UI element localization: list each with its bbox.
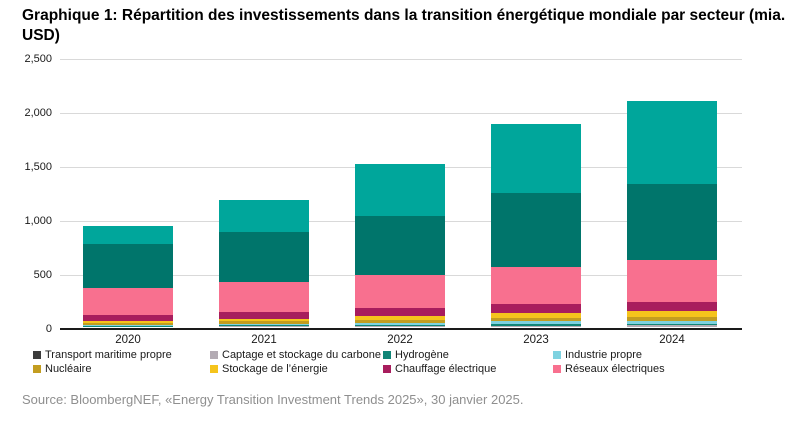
plot-area <box>60 59 742 330</box>
legend-item: Chauffage électrique <box>383 363 496 375</box>
gridline <box>60 113 742 114</box>
bar-segment <box>491 318 581 321</box>
y-tick-label: 2,000 <box>24 107 52 119</box>
bar-segment <box>491 304 581 313</box>
legend-item: Nucléaire <box>33 363 91 375</box>
bar-segment <box>219 321 309 324</box>
legend-swatch-icon <box>383 351 391 359</box>
bar-segment <box>355 323 445 325</box>
legend-label: Transport maritime propre <box>45 349 172 361</box>
y-tick-label: 500 <box>33 269 52 281</box>
bar-segment <box>491 124 581 193</box>
legend-swatch-icon <box>383 365 391 373</box>
bar-segment <box>627 325 717 327</box>
legend-swatch-icon <box>33 351 41 359</box>
bar-segment <box>219 324 309 325</box>
stacked-bar-2020 <box>83 226 173 327</box>
bar-segment <box>83 321 173 323</box>
bar-segment <box>83 325 173 326</box>
x-tick-label: 2021 <box>251 334 277 346</box>
bar-segment <box>219 282 309 312</box>
bar-segment <box>491 193 581 267</box>
bar-segment <box>83 326 173 327</box>
legend-item: Stockage de l’énergie <box>210 363 328 375</box>
bar-segment <box>491 326 581 327</box>
bar-segment <box>219 232 309 282</box>
bar-segment <box>83 244 173 288</box>
x-tick-label: 2022 <box>387 334 413 346</box>
stacked-bar-2023 <box>491 124 581 327</box>
legend-label: Industrie propre <box>565 349 643 361</box>
chart-title: Graphique 1: Répartition des investissem… <box>22 7 786 45</box>
x-tick-label: 2023 <box>523 334 549 346</box>
legend-item: Réseaux électriques <box>553 363 665 375</box>
legend-label: Hydrogène <box>395 349 449 361</box>
bar-segment <box>491 313 581 318</box>
source-note: Source: BloombergNEF, «Energy Transition… <box>22 392 524 407</box>
legend-swatch-icon <box>210 365 218 373</box>
bar-segment <box>627 321 717 324</box>
bar-segment <box>355 316 445 320</box>
bar-segment <box>627 260 717 302</box>
y-tick-label: 1,000 <box>24 215 52 227</box>
legend-label: Réseaux électriques <box>565 363 665 375</box>
bar-segment <box>355 216 445 275</box>
bar-segment <box>355 164 445 216</box>
x-tick-label: 2024 <box>659 334 685 346</box>
bar-segment <box>627 317 717 321</box>
legend-item: Transport maritime propre <box>33 349 172 361</box>
legend-swatch-icon <box>210 351 218 359</box>
y-tick-label: 0 <box>45 323 52 335</box>
bar-segment <box>219 312 309 319</box>
bar-segment <box>355 320 445 323</box>
bar-segment <box>355 325 445 326</box>
bar-segment <box>627 184 717 260</box>
bar-segment <box>219 325 309 326</box>
legend-swatch-icon <box>33 365 41 373</box>
bar-segment <box>491 267 581 304</box>
bar-segment <box>355 308 445 316</box>
bar-segment <box>627 324 717 325</box>
bar-segment <box>83 226 173 244</box>
bar-segment <box>219 200 309 232</box>
x-tick-label: 2020 <box>115 334 141 346</box>
legend-label: Captage et stockage du carbone <box>222 349 382 361</box>
bar-segment <box>627 302 717 311</box>
legend-label: Nucléaire <box>45 363 92 375</box>
bar-segment <box>491 321 581 324</box>
legend-item: Hydrogène <box>383 349 449 361</box>
legend-swatch-icon <box>553 365 561 373</box>
bar-segment <box>627 101 717 184</box>
y-tick-label: 2,500 <box>24 53 52 65</box>
bar-segment <box>219 319 309 321</box>
bar-segment <box>627 311 717 317</box>
legend-label: Chauffage électrique <box>395 363 497 375</box>
bar-segment <box>355 326 445 327</box>
x-axis-line <box>60 328 742 330</box>
gridline <box>60 59 742 60</box>
bar-segment <box>355 275 445 308</box>
bar-segment <box>219 326 309 327</box>
bar-segment <box>83 315 173 321</box>
legend-item: Captage et stockage du carbone <box>210 349 381 361</box>
legend-label: Stockage de l’énergie <box>222 363 328 375</box>
stacked-bar-2024 <box>627 101 717 327</box>
legend-item: Industrie propre <box>553 349 642 361</box>
bar-segment <box>491 324 581 326</box>
y-tick-label: 1,500 <box>24 161 52 173</box>
legend-swatch-icon <box>553 351 561 359</box>
stacked-bar-2022 <box>355 164 445 327</box>
stacked-bar-2021 <box>219 200 309 327</box>
bar-segment <box>83 288 173 315</box>
bar-segment <box>83 323 173 325</box>
